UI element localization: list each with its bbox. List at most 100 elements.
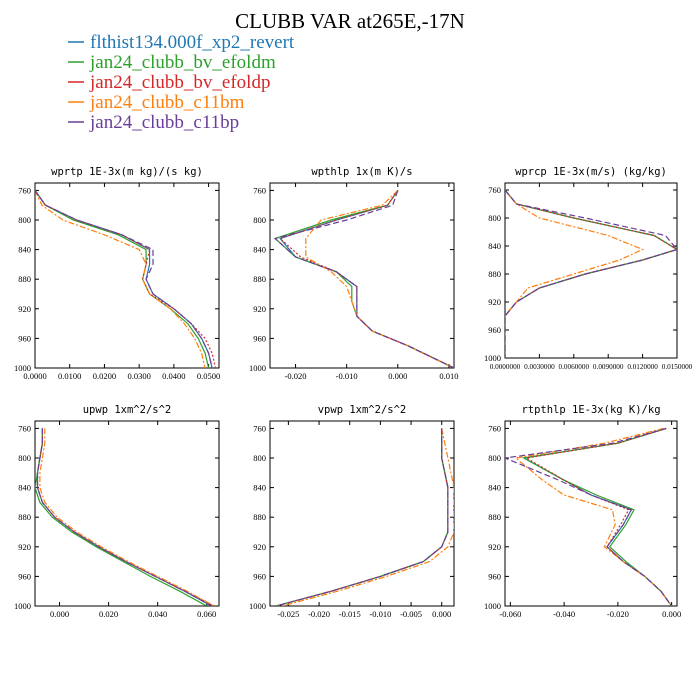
- y-tick-label: 840: [488, 241, 501, 251]
- y-tick-label: 920: [253, 304, 266, 314]
- y-tick-label: 1000: [14, 363, 31, 373]
- plot-frame: [34, 420, 220, 607]
- panel-title: vpwp 1xm^2/s^2: [318, 404, 407, 416]
- series-line-5: [273, 190, 454, 368]
- x-tick-label: 0.000: [662, 609, 681, 619]
- y-tick-label: 960: [18, 571, 31, 581]
- y-tick-label: 880: [253, 274, 266, 284]
- series-line-3: [279, 190, 454, 368]
- legend-label: flthist134.000f_xp2_revert: [90, 32, 295, 53]
- series-line-5: [505, 427, 673, 606]
- x-tick-label: 0.020: [99, 609, 118, 619]
- plot-frame: [34, 182, 220, 369]
- y-tick-label: 920: [18, 304, 31, 314]
- y-tick-label: 760: [488, 185, 501, 195]
- y-tick-label: 840: [253, 483, 266, 493]
- y-tick-label: 760: [488, 423, 501, 433]
- y-tick-label: 1000: [249, 601, 266, 611]
- series-line-1: [275, 428, 449, 606]
- x-tick-label: 0.000: [50, 609, 69, 619]
- y-tick-label: 840: [18, 245, 31, 255]
- series-line-5: [275, 428, 449, 606]
- legend-label: jan24_clubb_bv_efoldm: [89, 52, 276, 73]
- x-tick-label: 0.0500: [197, 371, 220, 381]
- series-line-1: [36, 428, 212, 606]
- y-tick-label: 1000: [484, 353, 501, 363]
- chart-panel: vpwp 1xm^2/s^2 760 800 840 880 920 960 1000 -0.0…: [249, 404, 455, 619]
- series-line-2: [275, 428, 449, 606]
- x-tick-label: 0.0400: [162, 371, 185, 381]
- x-tick-label: 0.0150000: [662, 363, 693, 371]
- plot-frame: [269, 182, 455, 369]
- series-line-5: [35, 190, 213, 368]
- x-tick-label: 0.000: [388, 371, 407, 381]
- series-line-1: [35, 190, 213, 368]
- y-tick-label: 960: [488, 571, 501, 581]
- panels: wprtp 1E-3x(m kg)/(s kg) 760 800 840 880 920 9…: [14, 166, 693, 619]
- series-line-2: [35, 428, 207, 606]
- panel-title: rtpthlp 1E-3x(kg K)/kg: [521, 404, 660, 416]
- y-tick-label: 920: [18, 542, 31, 552]
- legend-item: jan24_clubb_c11bm: [68, 92, 245, 113]
- x-tick-label: -0.040: [553, 609, 575, 619]
- panel-title: wprcp 1E-3x(m/s) (kg/kg): [515, 166, 667, 178]
- chart-panel: wprcp 1E-3x(m/s) (kg/kg) 760 800 840 880 920 9…: [484, 166, 693, 371]
- y-tick-label: 840: [253, 245, 266, 255]
- legend-item: jan24_clubb_bv_efoldm: [68, 52, 276, 73]
- series-line-4: [35, 190, 206, 368]
- legend: flthist134.000f_xp2_revertjan24_clubb_bv…: [68, 32, 295, 133]
- y-tick-label: 1000: [14, 601, 31, 611]
- x-tick-label: 0.0090000: [593, 363, 624, 371]
- y-tick-label: 880: [488, 512, 501, 522]
- legend-label: jan24_clubb_c11bp: [89, 112, 239, 133]
- panel-title: upwp 1xm^2/s^2: [83, 404, 172, 416]
- y-tick-label: 880: [488, 269, 501, 279]
- chart-panel: wprtp 1E-3x(m kg)/(s kg) 760 800 840 880 920 9…: [14, 166, 220, 381]
- x-tick-label: 0.0100: [58, 371, 81, 381]
- x-tick-label: -0.010: [336, 371, 358, 381]
- x-tick-label: -0.060: [499, 609, 521, 619]
- legend-item: jan24_clubb_c11bp: [68, 112, 239, 133]
- x-tick-label: 0.0000: [23, 371, 46, 381]
- plot-frame: [504, 420, 678, 607]
- series-line-3: [35, 190, 217, 368]
- panel-title: wprtp 1E-3x(m kg)/(s kg): [51, 166, 203, 178]
- y-tick-label: 1000: [249, 363, 266, 373]
- y-tick-label: 800: [488, 213, 501, 223]
- y-tick-label: 880: [18, 512, 31, 522]
- y-tick-label: 760: [253, 185, 266, 195]
- legend-label: jan24_clubb_c11bm: [89, 92, 245, 113]
- series-line-4: [282, 428, 454, 606]
- x-tick-label: 0.0200: [93, 371, 116, 381]
- x-tick-label: -0.020: [285, 371, 307, 381]
- series-line-3: [505, 189, 677, 358]
- series-line-4: [305, 189, 454, 368]
- chart-panel: rtpthlp 1E-3x(kg K)/kg 760 800 840 880 920 960…: [484, 404, 681, 619]
- x-tick-label: -0.010: [369, 609, 391, 619]
- y-tick-label: 960: [18, 333, 31, 343]
- y-tick-label: 800: [18, 215, 31, 225]
- x-tick-label: -0.020: [308, 609, 330, 619]
- legend-item: jan24_clubb_bv_efoldp: [68, 72, 270, 93]
- y-tick-label: 840: [488, 483, 501, 493]
- chart-panel: wpthlp 1x(m K)/s 760 800 840 880 920 960 1000 -0…: [249, 166, 458, 381]
- y-tick-label: 800: [253, 215, 266, 225]
- x-tick-label: 0.060: [197, 609, 216, 619]
- series-line-2: [505, 189, 677, 358]
- x-tick-label: 0.0120000: [627, 363, 658, 371]
- y-tick-label: 1000: [484, 601, 501, 611]
- series-line-5: [505, 189, 677, 358]
- legend-item: flthist134.000f_xp2_revert: [68, 32, 295, 53]
- chart-panel: upwp 1xm^2/s^2 760 800 840 880 920 960 1000 0.00…: [14, 404, 220, 619]
- x-tick-label: 0.000: [432, 609, 451, 619]
- series-line-2: [521, 427, 673, 606]
- series-line-4: [39, 428, 215, 606]
- series-line-2: [35, 190, 210, 368]
- y-tick-label: 880: [18, 274, 31, 284]
- series-line-3: [275, 428, 449, 606]
- x-tick-label: -0.015: [339, 609, 361, 619]
- series-line-3: [36, 428, 215, 606]
- series-line-2: [273, 190, 454, 368]
- y-tick-label: 960: [253, 571, 266, 581]
